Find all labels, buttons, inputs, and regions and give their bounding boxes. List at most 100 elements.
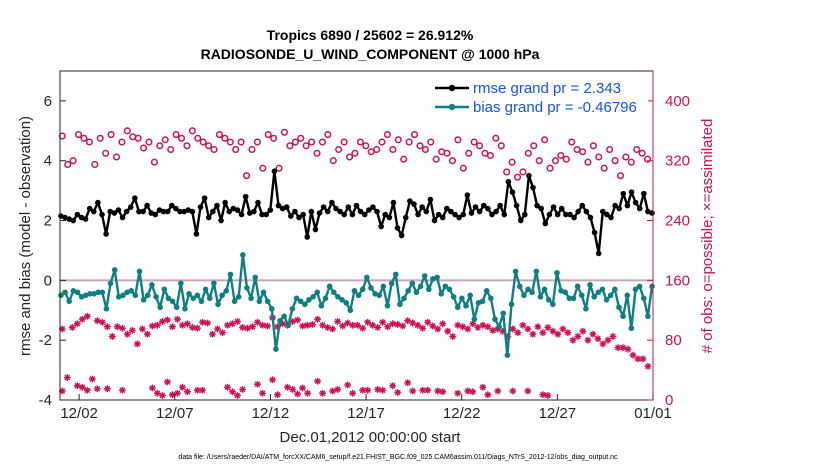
bias-point xyxy=(459,295,465,302)
possible-obs-point xyxy=(373,145,381,154)
rmse-point xyxy=(296,214,302,221)
rmse-point xyxy=(415,211,421,218)
assimilated-obs-point xyxy=(479,321,487,329)
possible-obs-point xyxy=(503,168,511,176)
bias-point xyxy=(529,289,535,296)
assimilated-obs-point xyxy=(334,386,342,393)
rmse-point xyxy=(193,231,200,237)
possible-obs-point xyxy=(210,145,218,154)
y-right-tick-label: 240 xyxy=(665,213,690,230)
possible-obs-point xyxy=(606,145,614,154)
assimilated-obs-point xyxy=(254,380,261,388)
assimilated-obs-point xyxy=(284,383,291,391)
bias-point xyxy=(223,288,230,294)
assimilated-obs-point xyxy=(449,333,457,340)
bias-point xyxy=(120,292,126,299)
rmse-point xyxy=(599,208,606,215)
assimilated-obs-point xyxy=(159,392,166,399)
bias-point xyxy=(194,292,201,299)
assimilated-obs-point xyxy=(224,321,231,329)
x-axis-label: Dec.01,2012 00:00:00 start xyxy=(280,429,462,446)
possible-obs-point xyxy=(476,142,484,150)
assimilated-obs-point xyxy=(98,318,106,326)
rmse-point xyxy=(329,199,335,206)
rmse-point xyxy=(288,213,294,219)
rmse-point xyxy=(378,223,384,230)
assimilated-obs-point xyxy=(634,355,642,363)
x-tick-label: 12/17 xyxy=(347,405,385,422)
bias-point xyxy=(405,288,411,294)
assimilated-obs-point xyxy=(484,323,492,331)
plot-area xyxy=(60,71,653,400)
rmse-point xyxy=(238,211,245,218)
rmse-point xyxy=(222,199,228,206)
bias-point xyxy=(306,297,312,303)
bias-point xyxy=(252,274,259,281)
possible-obs-point xyxy=(329,157,337,165)
possible-obs-point xyxy=(416,142,424,150)
bias-point xyxy=(438,291,445,297)
x-tick-label: 12/27 xyxy=(539,405,577,422)
possible-obs-point xyxy=(313,149,321,157)
assimilated-obs-point xyxy=(604,336,612,344)
assimilated-obs-point xyxy=(73,320,81,328)
possible-obs-point xyxy=(638,149,646,157)
assimilated-obs-point xyxy=(364,386,372,394)
assimilated-obs-point xyxy=(564,329,572,337)
assimilated-obs-point xyxy=(544,392,552,399)
bias-point xyxy=(132,292,139,299)
assimilated-obs-point xyxy=(569,336,577,344)
legend-rmse-marker xyxy=(448,84,456,92)
bias-point xyxy=(616,304,622,311)
assimilated-obs-point xyxy=(594,335,602,343)
bias-point xyxy=(264,298,271,305)
bias-point xyxy=(297,298,304,305)
bias-point xyxy=(161,286,168,293)
bias-point xyxy=(388,280,395,287)
assimilated-obs-point xyxy=(574,333,582,340)
rmse-point xyxy=(353,202,360,209)
bias-point xyxy=(244,285,250,291)
assimilated-obs-point xyxy=(229,320,236,328)
assimilated-obs-point xyxy=(464,387,472,395)
assimilated-obs-point xyxy=(454,321,462,329)
bias-point xyxy=(190,295,197,302)
assimilated-obs-point xyxy=(629,351,637,359)
assimilated-obs-point xyxy=(434,325,442,333)
rmse-point xyxy=(493,208,499,215)
assimilated-obs-point xyxy=(294,390,301,398)
possible-obs-point xyxy=(275,164,283,172)
assimilated-obs-point xyxy=(404,317,412,325)
bias-point xyxy=(206,295,213,302)
bias-point xyxy=(330,289,337,296)
rmse-point xyxy=(386,214,393,221)
assimilated-obs-point xyxy=(219,329,226,337)
possible-obs-point xyxy=(161,136,169,144)
rmse-point xyxy=(345,204,352,210)
bias-point xyxy=(463,302,469,309)
possible-obs-point xyxy=(362,142,370,150)
possible-obs-point xyxy=(470,138,478,146)
rmse-point xyxy=(608,214,614,221)
bias-point xyxy=(153,294,159,300)
assimilated-obs-point xyxy=(414,321,422,329)
rmse-point xyxy=(439,214,446,221)
assimilated-obs-point xyxy=(549,327,557,335)
rmse-point xyxy=(308,208,315,215)
assimilated-obs-point xyxy=(159,318,166,325)
assimilated-obs-point xyxy=(554,330,562,338)
possible-obs-point xyxy=(80,134,88,142)
rmse-point xyxy=(579,202,586,209)
bias-point xyxy=(603,297,610,303)
rmse-point xyxy=(304,234,311,240)
rmse-point xyxy=(526,172,532,179)
bias-point xyxy=(645,313,651,320)
assimilated-obs-point xyxy=(444,327,452,335)
legend-bias-label: bias grand pr = -0.46796 xyxy=(473,99,637,116)
bias-point xyxy=(149,282,155,288)
x-tick-label: 12/12 xyxy=(252,405,290,422)
assimilated-obs-point xyxy=(304,389,311,397)
assimilated-obs-point xyxy=(329,325,337,333)
assimilated-obs-point xyxy=(179,383,186,391)
